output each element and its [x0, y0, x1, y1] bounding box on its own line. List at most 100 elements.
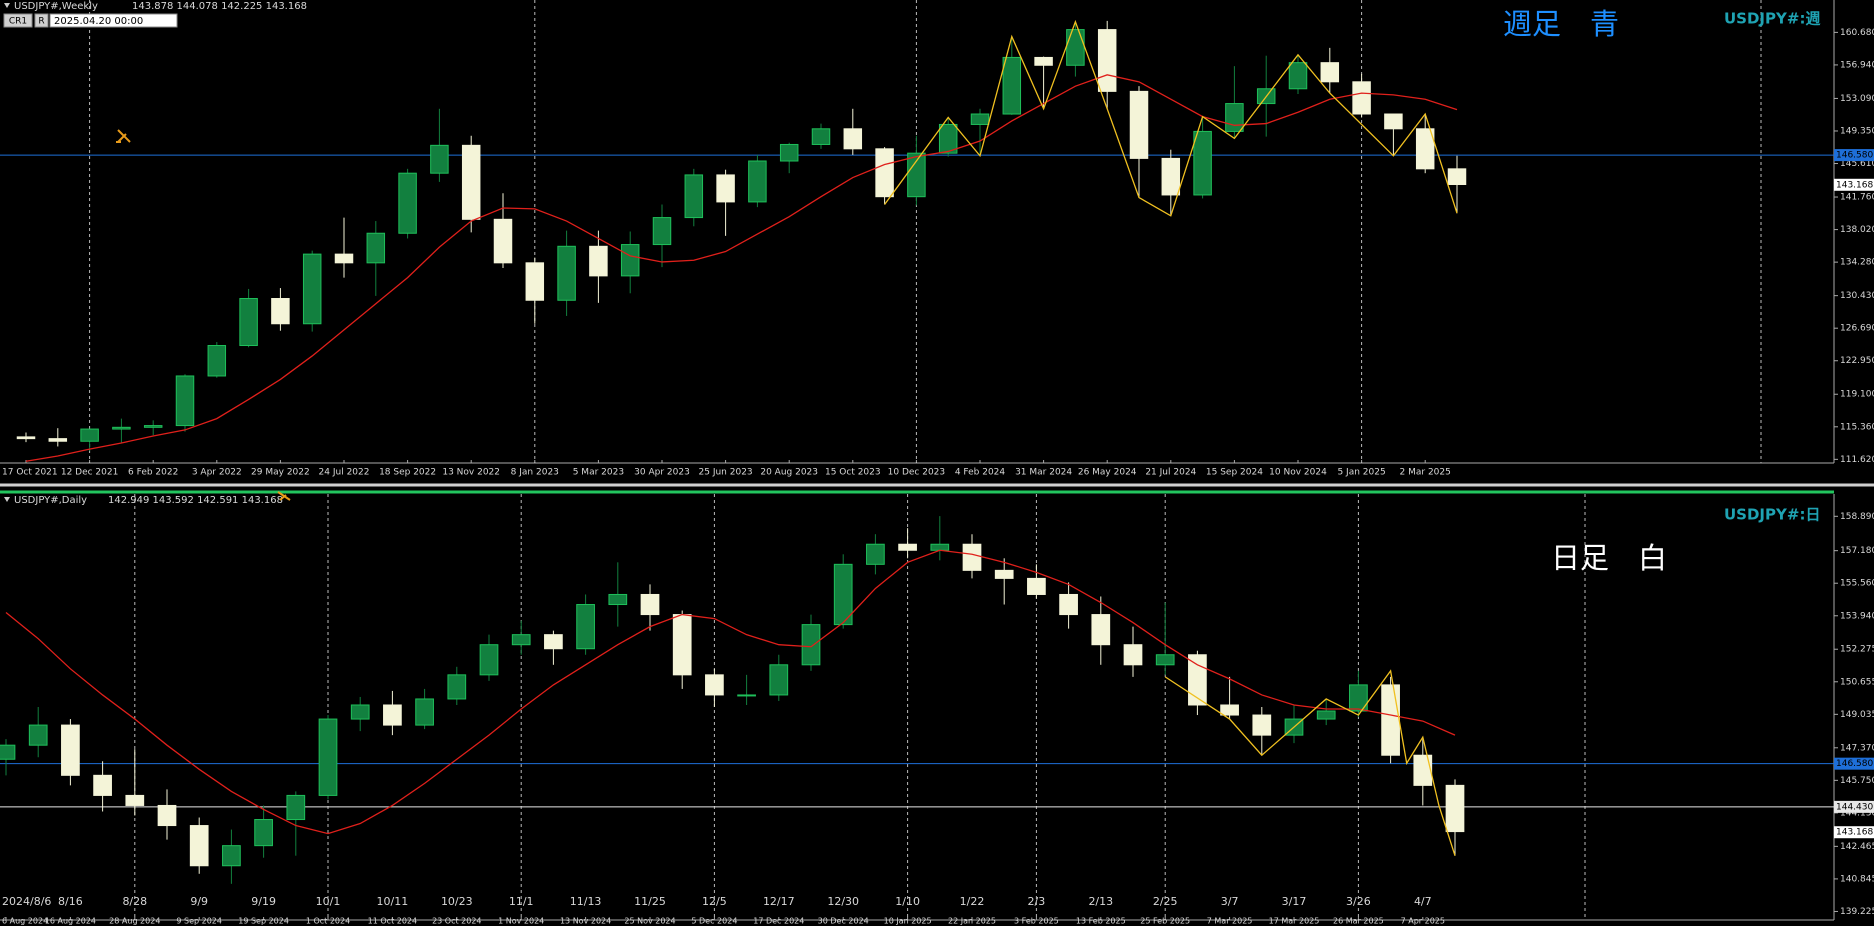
- y-tick-label: 147.370: [1840, 743, 1874, 753]
- x-tick-date: 11 Oct 2024: [368, 917, 417, 926]
- x-tick-date: 22 Jan 2025: [948, 917, 996, 926]
- candle-body: [1066, 29, 1085, 66]
- y-tick-label: 145.610: [1840, 159, 1874, 169]
- candle-body: [222, 845, 241, 867]
- symbol-label: USDJPY#:日: [1724, 506, 1820, 524]
- x-tick-label: 15 Oct 2023: [825, 468, 881, 478]
- x-tick-label: 10 Dec 2023: [888, 468, 946, 478]
- zigzag: [884, 19, 1458, 217]
- chart-title: USDJPY#,Weekly: [14, 1, 98, 12]
- y-tick-label: 126.690: [1840, 324, 1874, 334]
- y-tick-label: 157.180: [1840, 546, 1874, 556]
- candle-body: [143, 425, 163, 428]
- candle-body: [1161, 157, 1181, 196]
- y-tick-label: 138.020: [1840, 225, 1874, 235]
- candle-body: [769, 664, 789, 696]
- candle-body: [608, 593, 628, 606]
- last-price-label: 143.168: [1836, 828, 1873, 838]
- candle-body: [112, 426, 131, 430]
- button-label[interactable]: CR1: [9, 17, 27, 27]
- candle-body: [1252, 714, 1272, 736]
- y-tick-label: 134.280: [1840, 258, 1874, 268]
- candle-body: [286, 794, 306, 821]
- x-tick-date: 3 Feb 2025: [1014, 917, 1059, 926]
- candle-body: [1225, 103, 1244, 132]
- x-tick-label: 20 Aug 2023: [760, 468, 818, 478]
- candle-body: [1097, 29, 1117, 92]
- candle-body: [1384, 113, 1403, 130]
- button[interactable]: [3, 13, 33, 28]
- x-tick-date: 6 Aug 2024: [2, 917, 48, 926]
- candle-body: [589, 245, 608, 277]
- y-tick-label: 153.940: [1840, 611, 1874, 621]
- menu-arrow[interactable]: [4, 497, 10, 502]
- candle-body: [430, 144, 449, 174]
- x-tick-date: 1 Nov 2024: [498, 917, 544, 926]
- x-tick-label: 18 Sep 2022: [379, 468, 436, 478]
- candle-body: [16, 436, 36, 440]
- date-input[interactable]: [49, 13, 178, 28]
- date-input-value[interactable]: 2025.04.20 00:00: [54, 16, 143, 27]
- candle-body: [1193, 130, 1212, 196]
- candle-body: [1352, 81, 1371, 115]
- y-tick-label: 142.465: [1840, 842, 1874, 852]
- candle-body: [1091, 614, 1111, 646]
- y-tick-label: 144.130: [1840, 808, 1874, 818]
- candle-body: [970, 113, 990, 125]
- button-label[interactable]: R: [38, 17, 44, 27]
- candle-body: [930, 543, 950, 551]
- pencil-icon[interactable]: [116, 129, 131, 143]
- candle-body: [461, 144, 481, 220]
- candle-body: [875, 148, 894, 198]
- candle-body: [898, 543, 917, 551]
- zigzag: [1164, 669, 1456, 856]
- y-tick-label: 158.890: [1840, 512, 1874, 522]
- x-tick-label: 10 Nov 2024: [1269, 468, 1327, 478]
- candle-body: [801, 624, 821, 666]
- y-tick-label: 145.750: [1840, 776, 1874, 786]
- y-tick-label: 122.950: [1840, 356, 1874, 366]
- candle-body: [544, 634, 563, 650]
- candle-body: [833, 563, 853, 626]
- price-tag-label: 146.580: [1836, 759, 1873, 769]
- candle-body: [383, 704, 402, 726]
- x-tick-date: 9 Sep 2024: [176, 917, 222, 926]
- candle-body: [125, 794, 145, 806]
- x-tick-label: 9/19: [251, 895, 276, 908]
- button[interactable]: [34, 13, 49, 28]
- y-tick-label: 155.560: [1840, 579, 1874, 589]
- y-tick-label: 153.090: [1840, 94, 1874, 104]
- candle-body: [576, 604, 595, 650]
- x-tick-label: 5 Mar 2023: [573, 468, 624, 478]
- panel-gap: [0, 463, 1874, 494]
- menu-arrow[interactable]: [4, 3, 10, 8]
- price-tag: [1834, 757, 1874, 770]
- x-tick-label: 11/13: [570, 895, 602, 908]
- x-tick-label: 1/10: [895, 895, 920, 908]
- x-tick-label: 21 Jul 2024: [1145, 468, 1196, 478]
- x-tick-label: 15 Sep 2024: [1206, 468, 1263, 478]
- candle-body: [1316, 710, 1336, 720]
- pencil-icon[interactable]: [277, 491, 291, 501]
- candle-body: [1123, 644, 1143, 666]
- x-tick-date: 23 Oct 2024: [432, 917, 481, 926]
- y-tick-label: 140.845: [1840, 874, 1874, 884]
- x-tick-label: 8/28: [122, 895, 147, 908]
- y-tick-label: 130.430: [1840, 291, 1874, 301]
- price-tag: [1834, 800, 1874, 813]
- y-tick-label: 152.275: [1840, 645, 1874, 655]
- x-tick-label: 3/17: [1282, 895, 1307, 908]
- x-tick-label: 10/23: [441, 895, 473, 908]
- x-tick-date: 1 Oct 2024: [306, 917, 350, 926]
- candle-body: [525, 262, 545, 301]
- x-tick-date: 13 Nov 2024: [560, 917, 611, 926]
- price-tag: [1834, 149, 1874, 162]
- candle-body: [1059, 593, 1078, 616]
- candle-body: [350, 704, 370, 720]
- candle-body: [271, 298, 290, 325]
- price-tag-label: 146.580: [1836, 151, 1873, 161]
- note: 週足 青: [1503, 7, 1619, 41]
- x-tick-label: 29 May 2022: [251, 468, 310, 478]
